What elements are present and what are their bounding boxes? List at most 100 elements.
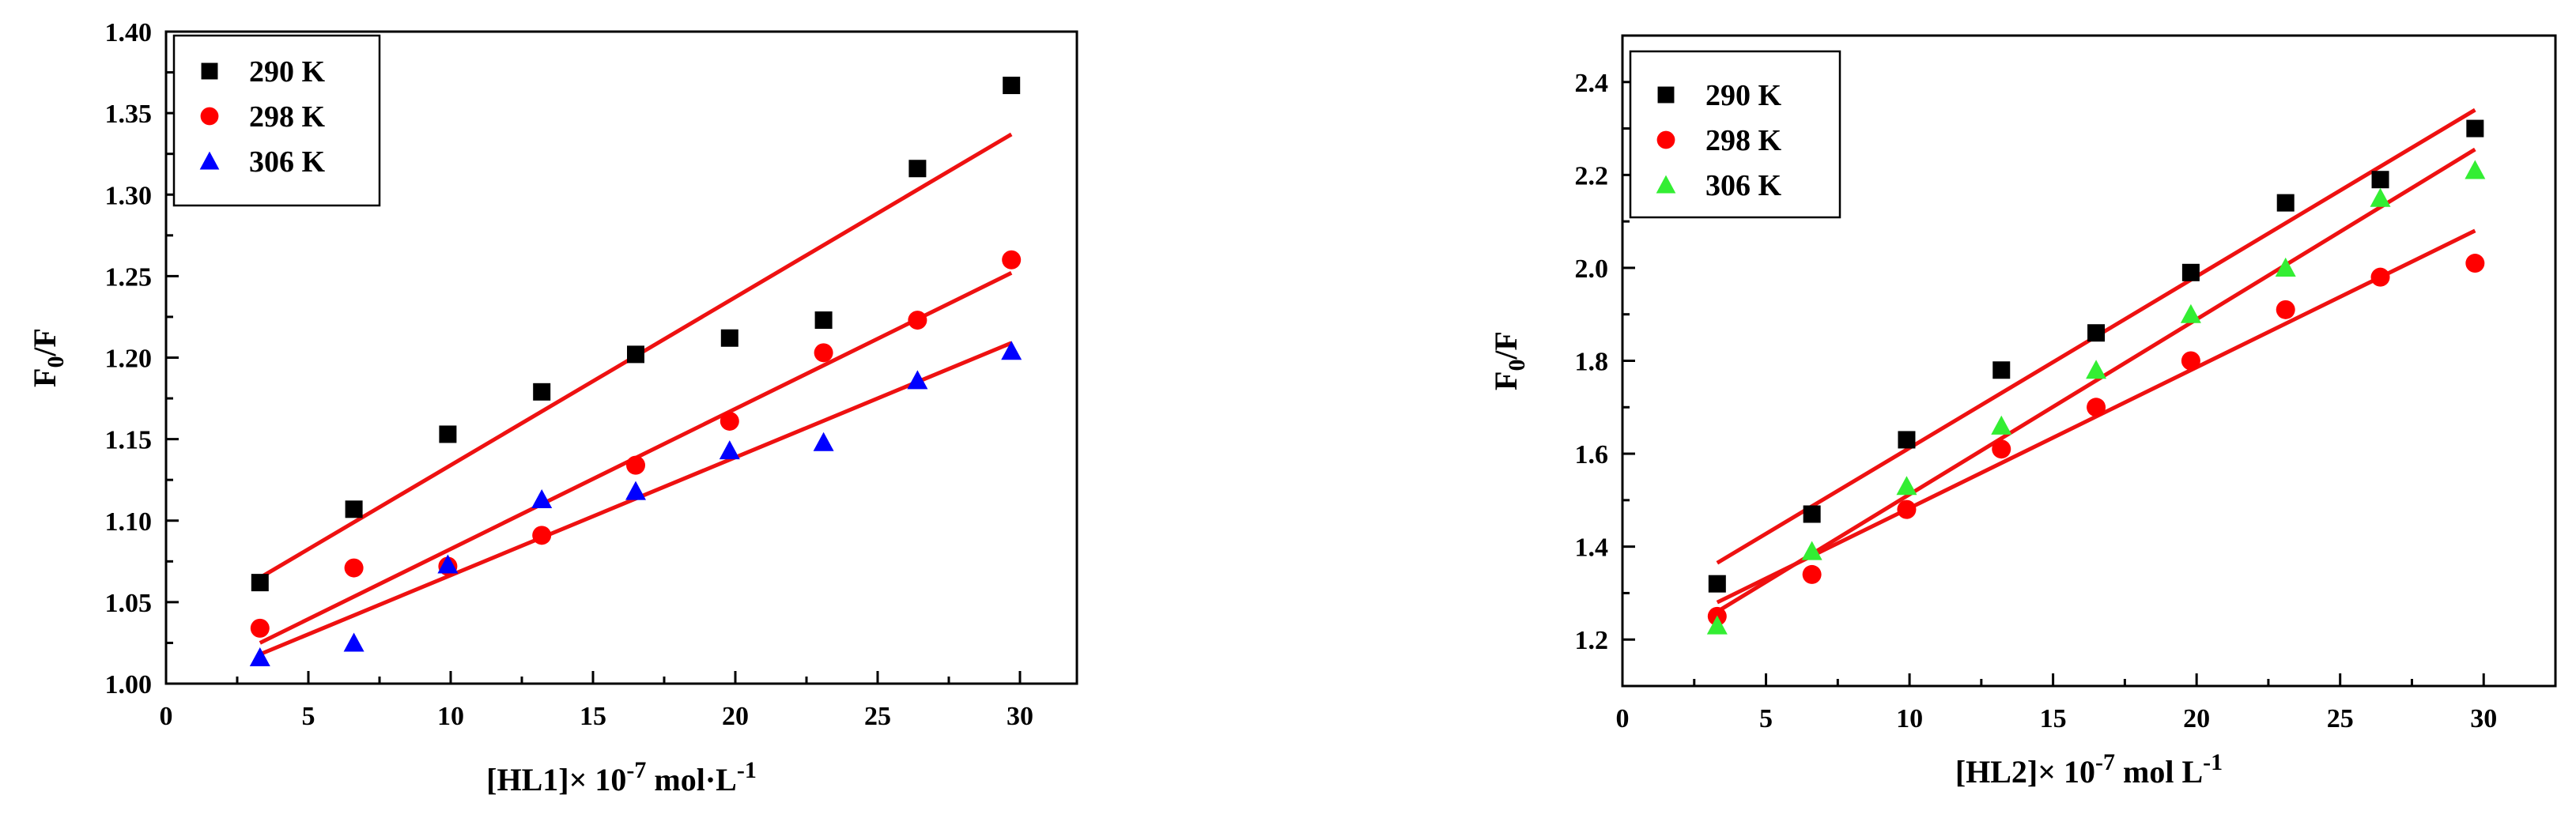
data-point-290k <box>1803 505 1821 523</box>
data-point-290k <box>251 574 269 592</box>
y-tick-label: 1.40 <box>105 18 153 47</box>
y-tick-label: 1.10 <box>105 507 153 537</box>
y-tick-label: 1.15 <box>105 426 153 455</box>
data-point-290k <box>1003 77 1021 95</box>
data-point-298k <box>2181 351 2200 371</box>
data-point-306k <box>907 370 928 390</box>
data-point-298k <box>532 526 552 545</box>
y-tick-label: 1.25 <box>105 262 153 292</box>
y-tick-label: 1.05 <box>105 589 153 618</box>
data-point-298k <box>626 455 645 475</box>
x-tick-label: 0 <box>160 702 173 731</box>
data-point-306k <box>531 488 553 508</box>
data-point-306k <box>2465 160 2486 179</box>
data-point-306k <box>719 440 740 460</box>
data-point-306k <box>2086 360 2107 379</box>
x-tick-label: 0 <box>1616 704 1630 733</box>
data-point-290k <box>720 329 738 347</box>
data-point-298k <box>250 618 270 638</box>
legend-label: 290 K <box>1705 79 1782 112</box>
data-point-298k <box>1897 499 1917 519</box>
chart-left-hl1: 0 5 10 15 20 25 30 1.00 1.05 1.10 1.15 1.20 1.25 1.30… <box>27 18 1078 797</box>
data-point-298k <box>2276 300 2295 319</box>
data-point-290k <box>533 383 551 401</box>
data-point-290k <box>814 311 833 330</box>
data-point-290k <box>2087 324 2106 342</box>
data-point-306k <box>625 481 646 500</box>
x-tick-label: 10 <box>437 702 464 731</box>
data-point-290k <box>908 160 927 178</box>
data-point-290k <box>345 500 363 518</box>
fit-line-306k <box>1716 147 2476 614</box>
y-tick-label: 2.0 <box>1575 254 1609 284</box>
y-tick-label: 1.35 <box>105 100 153 129</box>
chart-right-hl2: 0 5 10 15 20 25 301.21.41.61.82.02.22.4 290 K29… <box>1488 34 2557 790</box>
y-tick-label: 1.6 <box>1575 440 1609 469</box>
y-tick-label: 1.00 <box>105 670 153 699</box>
data-point-290k <box>2371 171 2389 189</box>
data-point-290k <box>2181 263 2200 281</box>
data-point-298k <box>720 411 739 431</box>
legend-marker <box>201 62 218 80</box>
data-point-306k <box>343 632 364 652</box>
data-point-306k <box>1801 541 1822 560</box>
data-point-290k <box>627 345 644 364</box>
legend-marker <box>200 107 219 126</box>
data-point-306k <box>813 432 834 451</box>
x-axis-label: [HL2]× 10-7 mol L-1 <box>1955 749 2223 790</box>
y-tick-label: 2.2 <box>1575 161 1609 190</box>
data-point-298k <box>344 558 364 578</box>
data-point-298k <box>1992 439 2011 459</box>
data-point-306k <box>1706 615 1728 635</box>
data-point-306k <box>2180 303 2201 323</box>
data-point-290k <box>2466 119 2484 138</box>
y-tick-label: 1.8 <box>1575 348 1609 377</box>
data-point-306k <box>249 647 270 667</box>
x-tick-label: 5 <box>1759 704 1773 733</box>
data-point-298k <box>1002 250 1022 270</box>
y-tick-label: 1.4 <box>1575 533 1609 563</box>
x-tick-label: 25 <box>864 702 891 731</box>
legend-label: 306 K <box>1705 169 1782 202</box>
legend-label: 298 K <box>249 100 326 134</box>
data-point-298k <box>2465 254 2485 273</box>
data-point-290k <box>1708 575 1726 593</box>
data-point-298k <box>2370 267 2390 287</box>
data-point-306k <box>1001 341 1022 360</box>
data-point-306k <box>1896 476 1917 496</box>
x-tick-label: 10 <box>1896 704 1923 733</box>
data-point-290k <box>1898 431 1916 449</box>
x-tick-label: 20 <box>722 702 749 731</box>
data-point-290k <box>2276 194 2295 212</box>
data-point-290k <box>1992 361 2011 379</box>
x-tick-label: 5 <box>302 702 315 731</box>
legend: 290 K 298 K 306 K <box>1629 50 1841 219</box>
data-point-298k <box>1802 564 1822 584</box>
legend-label: 290 K <box>249 55 326 89</box>
legend-marker <box>199 151 220 170</box>
data-point-306k <box>1991 415 2012 435</box>
data-point-298k <box>814 343 833 363</box>
data-point-306k <box>2370 187 2391 207</box>
y-axis-label: F0/F <box>1488 331 1530 390</box>
x-axis-label: [HL1]× 10-7 mol·L-1 <box>486 757 757 797</box>
y-tick-label: 1.2 <box>1575 626 1609 655</box>
legend: 290 K 298 K 306 K <box>172 34 381 207</box>
legend-marker <box>1656 130 1675 149</box>
y-tick-label: 1.30 <box>105 181 153 210</box>
data-point-306k <box>437 554 459 574</box>
legend-label: 298 K <box>1705 124 1782 157</box>
data-point-298k <box>908 311 927 330</box>
data-point-298k <box>2087 398 2106 417</box>
legend-label: 306 K <box>249 145 326 179</box>
y-tick-label: 2.4 <box>1575 69 1609 98</box>
x-tick-label: 15 <box>580 702 606 731</box>
data-point-306k <box>2275 257 2296 277</box>
x-tick-label: 30 <box>2470 704 2497 733</box>
x-tick-label: 15 <box>2040 704 2067 733</box>
x-tick-label: 25 <box>2327 704 2354 733</box>
x-tick-label: 30 <box>1007 702 1033 731</box>
data-point-290k <box>439 425 457 443</box>
